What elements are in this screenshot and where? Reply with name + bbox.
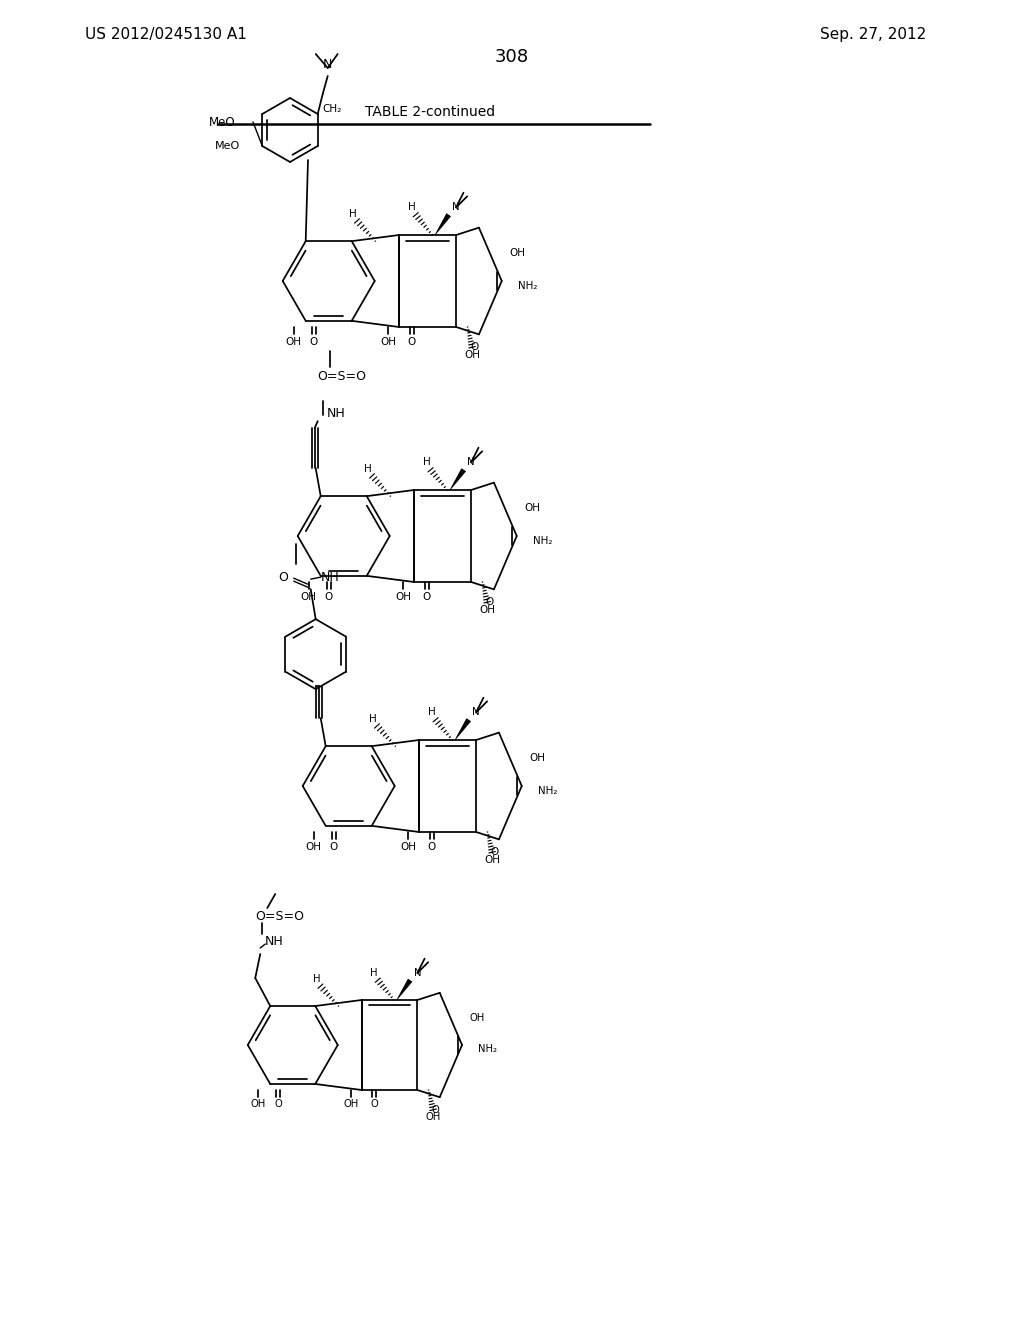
Text: H: H <box>423 458 431 467</box>
Text: MeO: MeO <box>209 116 236 128</box>
Text: OH: OH <box>425 1111 440 1122</box>
Text: OH: OH <box>400 842 416 851</box>
Text: OH: OH <box>305 842 322 851</box>
Text: OH: OH <box>301 591 316 602</box>
Text: MeO: MeO <box>215 141 241 150</box>
Text: OH: OH <box>286 337 301 347</box>
Polygon shape <box>435 214 451 235</box>
Text: OH: OH <box>524 503 540 513</box>
Text: OH: OH <box>469 1012 484 1023</box>
Text: N: N <box>453 202 460 213</box>
Text: OH: OH <box>529 754 545 763</box>
Text: OH: OH <box>509 248 525 259</box>
Text: NH: NH <box>327 407 345 420</box>
Text: Sep. 27, 2012: Sep. 27, 2012 <box>820 28 927 42</box>
Text: O: O <box>423 591 431 602</box>
Text: NH₂: NH₂ <box>539 785 558 796</box>
Text: 308: 308 <box>495 48 529 66</box>
Text: OH: OH <box>479 605 496 615</box>
Text: CH₂: CH₂ <box>323 104 342 114</box>
Polygon shape <box>450 469 466 490</box>
Text: N: N <box>414 968 421 978</box>
Text: O=S=O: O=S=O <box>317 370 367 383</box>
Text: H: H <box>371 968 378 978</box>
Text: O: O <box>330 842 338 851</box>
Text: O=S=O: O=S=O <box>255 909 304 923</box>
Text: OH: OH <box>484 854 500 865</box>
Polygon shape <box>455 718 471 741</box>
Text: OH: OH <box>380 337 396 347</box>
Text: O: O <box>371 1100 378 1109</box>
Text: O: O <box>408 337 416 347</box>
Text: O: O <box>274 1100 282 1109</box>
Text: O: O <box>470 342 478 352</box>
Text: H: H <box>370 714 377 723</box>
Text: NH: NH <box>265 935 284 948</box>
Text: US 2012/0245130 A1: US 2012/0245130 A1 <box>85 28 247 42</box>
Text: O: O <box>428 842 436 851</box>
Text: OH: OH <box>343 1100 358 1109</box>
Text: NH₂: NH₂ <box>518 281 538 290</box>
Polygon shape <box>396 978 413 1001</box>
Text: N: N <box>467 458 475 467</box>
Text: OH: OH <box>464 350 480 359</box>
Text: H: H <box>428 708 436 717</box>
Text: OH: OH <box>395 591 411 602</box>
Text: H: H <box>365 463 372 474</box>
Text: H: H <box>349 209 357 219</box>
Text: NH: NH <box>321 570 339 583</box>
Text: O: O <box>309 337 317 347</box>
Text: O: O <box>490 847 499 857</box>
Text: O: O <box>325 591 333 602</box>
Text: N: N <box>472 708 480 717</box>
Text: NH₂: NH₂ <box>534 536 553 545</box>
Text: NH₂: NH₂ <box>478 1044 498 1055</box>
Text: OH: OH <box>251 1100 266 1109</box>
Text: N: N <box>323 58 333 70</box>
Text: O: O <box>278 570 288 583</box>
Text: O: O <box>431 1105 439 1115</box>
Text: O: O <box>485 597 494 607</box>
Text: H: H <box>313 974 321 983</box>
Text: TABLE 2-continued: TABLE 2-continued <box>365 106 495 119</box>
Text: H: H <box>409 202 416 213</box>
